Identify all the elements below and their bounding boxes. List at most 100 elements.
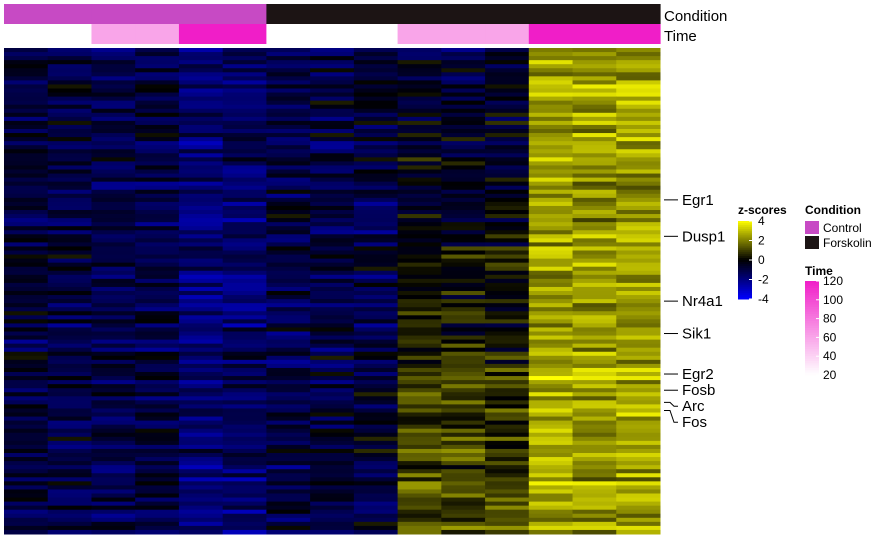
heatmap-cell [485, 339, 530, 345]
heatmap-cell [91, 234, 136, 239]
heatmap-cell [485, 363, 530, 369]
heatmap-cell [47, 169, 92, 175]
heatmap-cell [353, 258, 399, 264]
heatmap-cell [616, 181, 661, 187]
heatmap-cell [310, 436, 355, 442]
heatmap-cell [266, 153, 311, 158]
heatmap-cell [91, 250, 136, 256]
condition-cell [310, 4, 355, 24]
heatmap-cell [572, 335, 617, 341]
heatmap-cell [91, 193, 136, 199]
heatmap-cell [528, 517, 574, 523]
heatmap-cell [266, 529, 311, 535]
heatmap-cell [47, 465, 92, 470]
heatmap-cell [135, 335, 180, 341]
heatmap-cell [222, 120, 267, 126]
heatmap-cell [353, 129, 399, 134]
heatmap-cell [4, 88, 49, 94]
heatmap-cell [91, 412, 136, 418]
heatmap-cell [310, 141, 355, 146]
heatmap-cell [266, 141, 311, 146]
heatmap-cell [616, 226, 661, 231]
heatmap-cell [616, 242, 661, 247]
heatmap-cell [47, 278, 92, 284]
heatmap-cell [572, 307, 617, 312]
heatmap-cell [616, 319, 661, 324]
heatmap-cell [266, 469, 311, 474]
heatmap-cell [91, 165, 136, 170]
heatmap-cell [222, 157, 267, 162]
heatmap-cell [310, 137, 355, 142]
heatmap-cell [353, 193, 399, 199]
heatmap-cell [441, 254, 486, 260]
heatmap-cell [353, 181, 399, 187]
heatmap-cell [135, 92, 180, 98]
heatmap-cell [528, 165, 574, 170]
heatmap-cell [397, 477, 442, 482]
heatmap-cell [616, 100, 661, 106]
heatmap-cell [222, 116, 267, 122]
heatmap-cell [91, 331, 136, 337]
heatmap-cell [485, 124, 530, 130]
heatmap-cell [222, 327, 267, 332]
heatmap-cell [222, 424, 267, 430]
heatmap-cell [91, 56, 136, 61]
heatmap-cell [485, 376, 530, 381]
heatmap-cell [397, 513, 442, 519]
heatmap-cell [441, 501, 486, 507]
zscore-tick-label: 4 [758, 214, 765, 228]
zscore-gradient-step [738, 285, 752, 288]
heatmap-cell [47, 48, 92, 53]
heatmap-cell [441, 444, 486, 450]
zscore-gradient-step [738, 238, 752, 241]
heatmap-cell [572, 149, 617, 154]
heatmap-cell [485, 254, 530, 260]
heatmap-cell [572, 177, 617, 183]
heatmap-cell [441, 436, 486, 442]
heatmap-cell [616, 193, 661, 199]
heatmap-cell [485, 242, 530, 247]
heatmap-cell [178, 149, 224, 154]
zscore-gradient-step [738, 275, 752, 279]
heatmap-cell [397, 420, 442, 426]
heatmap-cell [572, 129, 617, 134]
heatmap-cell [441, 145, 486, 150]
time-gradient-step [805, 353, 819, 357]
heatmap-cell [310, 448, 355, 454]
heatmap-cell [616, 351, 661, 357]
heatmap-cell [397, 218, 442, 223]
heatmap-cell [353, 60, 399, 65]
heatmap-cell [91, 210, 136, 215]
heatmap-cell [47, 124, 92, 130]
heatmap-cell [616, 513, 661, 519]
heatmap-cell [47, 129, 92, 134]
heatmap-cell [441, 432, 486, 438]
heatmap-cell [4, 161, 49, 166]
heatmap-cell [441, 497, 486, 503]
heatmap-cell [222, 141, 267, 146]
heatmap-cell [528, 388, 574, 393]
heatmap-cell [441, 311, 486, 316]
heatmap-cell [135, 108, 180, 114]
heatmap-cell [616, 481, 661, 486]
heatmap-cell [310, 501, 355, 507]
heatmap-cell [178, 367, 224, 373]
heatmap-cell [310, 238, 355, 243]
heatmap-cell [485, 359, 530, 365]
heatmap-cell [91, 299, 136, 304]
zscore-gradient-step [738, 226, 752, 230]
heatmap-cell [397, 444, 442, 450]
heatmap-cell [310, 509, 355, 515]
heatmap-cell [441, 72, 486, 77]
heatmap-cell [47, 408, 92, 413]
heatmap-cell [528, 440, 574, 446]
heatmap-cell [266, 363, 311, 369]
heatmap-cell [91, 359, 136, 365]
heatmap-cell [266, 380, 311, 385]
heatmap-cell [616, 497, 661, 503]
time-gradient-step [805, 285, 819, 289]
heatmap-cell [353, 307, 399, 312]
heatmap-cell [616, 359, 661, 365]
heatmap-cell [397, 137, 442, 142]
heatmap-cell [485, 347, 530, 353]
